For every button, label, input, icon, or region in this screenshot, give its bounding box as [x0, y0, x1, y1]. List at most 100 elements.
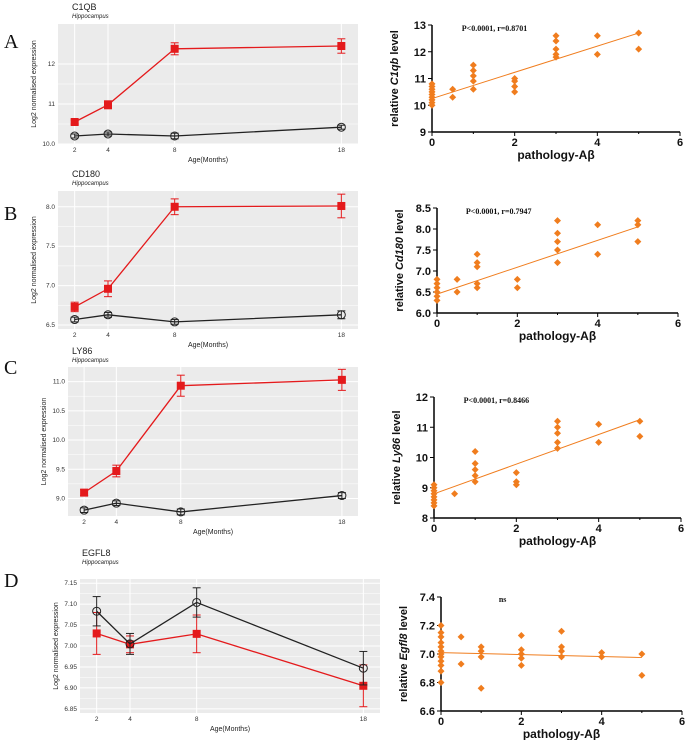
data-point-control: [358, 663, 368, 673]
scatter-point: [469, 85, 477, 93]
data-point-disease: [337, 201, 346, 210]
scatter-point: [558, 627, 565, 635]
panel-a-scatter-y-label: relative C1qb level: [389, 30, 401, 127]
scatter-point: [471, 447, 479, 455]
panel-c-x-axis-label: Age(Months): [193, 529, 233, 536]
scatter-point: [457, 633, 465, 641]
panel-d-scatter-x-label: pathology-Aβ: [523, 727, 600, 740]
data-point-disease: [170, 202, 179, 211]
scatter-point: [554, 246, 561, 254]
data-point-disease: [104, 284, 112, 293]
y-tick-label: 11: [416, 422, 428, 434]
panel-b-fit-line: [436, 226, 638, 295]
scatter-point: [595, 420, 603, 428]
scatter-point: [517, 654, 525, 662]
y-tick-label: 7.0: [416, 266, 431, 278]
x-tick-label: 8: [173, 147, 177, 154]
data-point-control: [170, 131, 180, 141]
x-tick-label: 4: [128, 716, 132, 723]
y-tick-label: 6.95: [64, 664, 77, 671]
panel-d-x-axis-label: Age(Months): [210, 726, 250, 733]
y-tick-label: 7.2: [420, 621, 435, 633]
panel-c-gene-title: LY86: [72, 346, 92, 356]
scatter-point: [477, 684, 485, 692]
data-point-control: [336, 122, 346, 132]
panel-c-subtitle: Hippocampus: [72, 358, 109, 364]
y-tick-label: 7.5: [416, 245, 431, 257]
scatter-point: [453, 288, 461, 296]
scatter-point: [594, 221, 602, 229]
scatter-point: [554, 238, 561, 246]
scatter-point: [473, 259, 481, 267]
y-label-gene: Ly86: [391, 437, 403, 463]
data-point-disease: [70, 118, 79, 126]
scatter-point: [477, 653, 485, 661]
data-point-control: [70, 131, 80, 141]
y-tick-label: 10: [414, 100, 426, 112]
scatter-point: [594, 250, 602, 258]
scatter-point: [471, 478, 479, 486]
y-tick-label: 8.0: [46, 204, 55, 211]
scatter-point: [437, 679, 445, 686]
scatter-point: [437, 643, 445, 651]
data-point-control: [79, 505, 89, 515]
scatter-point: [554, 229, 561, 237]
y-tick-label: 6.90: [64, 685, 77, 692]
scatter-point: [449, 93, 457, 101]
x-tick-label: 8: [195, 716, 199, 723]
panel-b-line-plot-area: [58, 191, 358, 329]
panel-a-scatter-x-label: pathology-Aβ: [517, 148, 594, 162]
y-tick-label: 6.5: [416, 287, 431, 299]
scatter-point: [517, 631, 525, 639]
data-point-control: [70, 315, 80, 325]
scatter-point: [428, 80, 436, 88]
data-point-control: [192, 597, 202, 607]
y-label-gene: Egfl8: [398, 633, 410, 661]
y-tick-label: 13: [414, 20, 426, 32]
panel-b-scatter-x-label: pathology-Aβ: [519, 329, 596, 343]
data-point-control: [92, 606, 102, 616]
scatter-point: [593, 50, 601, 58]
panel-b-y-axis-label: Log2 normalised expression: [31, 216, 38, 304]
scatter-point: [453, 275, 461, 283]
panel-a-stat-annotation: P<0.0001, r=0.8701: [462, 24, 528, 33]
y-tick-label: 7.5: [46, 243, 55, 250]
data-point-disease: [359, 681, 368, 690]
data-point-disease: [337, 375, 346, 384]
y-tick-label: 7.00: [64, 643, 77, 650]
x-tick-label: 4: [594, 137, 601, 149]
panel-a-gene-title: C1QB: [72, 2, 97, 12]
x-tick-label: 4: [115, 519, 119, 526]
y-tick-label: 6.5: [46, 322, 55, 329]
y-label-suffix: level: [389, 30, 401, 58]
y-tick-label: 10.5: [52, 408, 65, 415]
data-point-disease: [80, 488, 89, 497]
charts-layer: 10.0 11 12 2 4 8 18 C1QB Hippocampus Age(Months) L…: [31, 2, 685, 740]
panel-label-d: D: [4, 570, 18, 592]
y-label-prefix: relative: [389, 85, 401, 127]
scatter-point: [477, 647, 485, 655]
panel-a-series-line-control: [74, 126, 342, 137]
panel-b-x-axis-label: Age(Months): [188, 342, 228, 349]
x-tick-label: 2: [82, 519, 86, 526]
x-tick-label: 4: [106, 332, 110, 339]
scatter-point: [433, 280, 441, 288]
scatter-point: [634, 221, 642, 229]
x-tick-label: 8: [179, 519, 183, 526]
panel-c-series-line-disease: [83, 379, 342, 494]
scatter-point: [511, 88, 519, 96]
y-tick-label: 11.0: [53, 379, 66, 386]
x-tick-label: 18: [360, 716, 368, 723]
panel-c-series-line-control: [83, 494, 342, 513]
panel-b-subtitle: Hippocampus: [72, 181, 109, 187]
y-tick-label: 6.0: [416, 308, 431, 320]
panel-d-stat-annotation: ns: [499, 595, 507, 604]
scatter-point: [433, 284, 441, 292]
scatter-point: [437, 667, 445, 675]
scatter-point: [437, 657, 445, 665]
data-point-disease: [192, 629, 201, 638]
scatter-point: [473, 263, 481, 271]
scatter-point: [437, 639, 445, 647]
y-tick-label: 7.4: [420, 592, 436, 604]
